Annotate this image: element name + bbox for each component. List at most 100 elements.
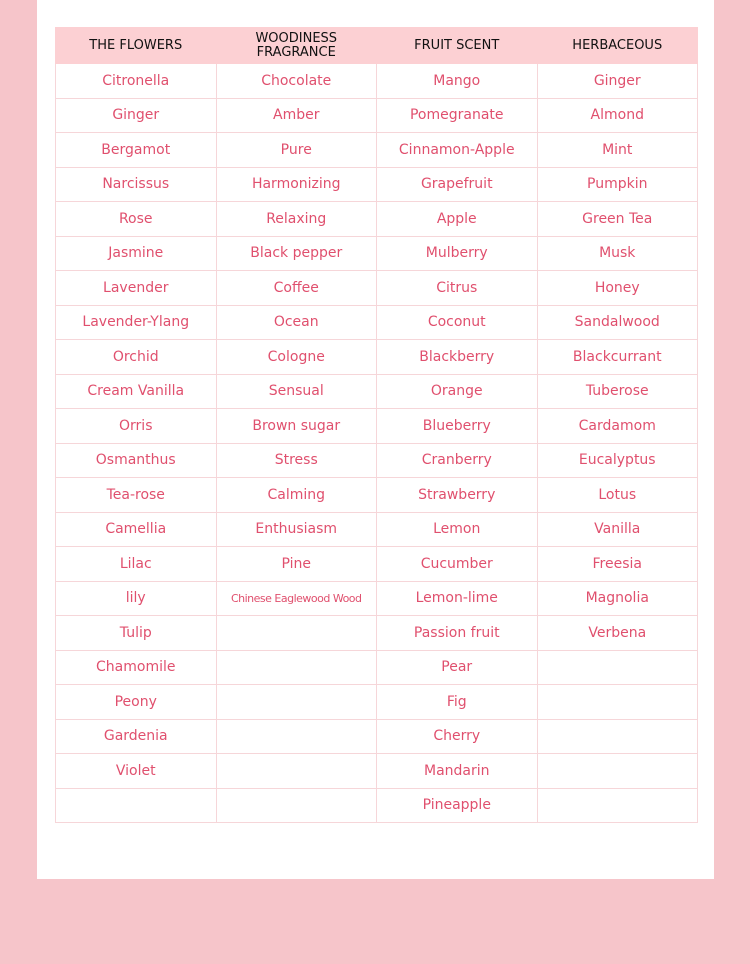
table-cell: Ginger: [536, 63, 698, 99]
table-cell: Harmonizing: [215, 166, 377, 202]
table-cell: [536, 684, 698, 720]
table-cell: Strawberry: [376, 477, 538, 513]
column-header: HERBACEOUS: [536, 27, 698, 64]
table-cell: Calming: [215, 477, 377, 513]
table-cell: Brown sugar: [215, 408, 377, 444]
table-cell: Apple: [376, 201, 538, 237]
table-cell: Cucumber: [376, 546, 538, 582]
table-row: Rose Relaxing Apple Green Tea: [55, 201, 698, 237]
table-cell: [215, 684, 377, 720]
table-row: Tea-rose Calming Strawberry Lotus: [55, 477, 698, 513]
column-header: FRUIT SCENT: [376, 27, 538, 64]
table-cell: Verbena: [536, 615, 698, 651]
table-cell: Stress: [215, 442, 377, 478]
table-cell: lily: [55, 580, 217, 616]
table-cell: Ginger: [55, 97, 217, 133]
table-cell: Blueberry: [376, 408, 538, 444]
table-cell: Cologne: [215, 339, 377, 375]
table-row: Osmanthus Stress Cranberry Eucalyptus: [55, 442, 698, 478]
table-cell: [536, 787, 698, 823]
table-cell: Blackcurrant: [536, 339, 698, 375]
table-cell: Pumpkin: [536, 166, 698, 202]
table-cell: Almond: [536, 97, 698, 133]
table-cell: Orange: [376, 373, 538, 409]
column-header: WOODINESS FRAGRANCE: [215, 27, 377, 64]
table-cell: Pine: [215, 546, 377, 582]
table-cell: Camellia: [55, 511, 217, 547]
table-cell: Mango: [376, 63, 538, 99]
table-row: Gardenia Cherry: [55, 718, 698, 754]
table-cell: Violet: [55, 753, 217, 789]
table-cell: Lavender: [55, 270, 217, 306]
table-row: Orchid Cologne Blackberry Blackcurrant: [55, 339, 698, 375]
table-cell: Pear: [376, 649, 538, 685]
table-row: Camellia Enthusiasm Lemon Vanilla: [55, 511, 698, 547]
table-row: Lilac Pine Cucumber Freesia: [55, 546, 698, 582]
table-cell: Cranberry: [376, 442, 538, 478]
header-row: THE FLOWERS WOODINESS FRAGRANCE FRUIT SCEN…: [55, 27, 698, 64]
column-header: THE FLOWERS: [55, 27, 217, 64]
table-row: Violet Mandarin: [55, 753, 698, 789]
table-cell: [55, 787, 217, 823]
table-cell: Cinnamon-Apple: [376, 132, 538, 168]
table-cell: Chocolate: [215, 63, 377, 99]
table-cell: Citrus: [376, 270, 538, 306]
table-cell: Green Tea: [536, 201, 698, 237]
table-cell: Narcissus: [55, 166, 217, 202]
table-cell: Cherry: [376, 718, 538, 754]
table-cell: [536, 649, 698, 685]
table-row: Narcissus Harmonizing Grapefruit Pumpkin: [55, 166, 698, 202]
table-cell: Ocean: [215, 304, 377, 340]
table-row: Tulip Passion fruit Verbena: [55, 615, 698, 651]
table-cell: Amber: [215, 97, 377, 133]
table-cell: Bergamot: [55, 132, 217, 168]
table-cell: Orris: [55, 408, 217, 444]
table-cell: Pomegranate: [376, 97, 538, 133]
table-cell: Black pepper: [215, 235, 377, 271]
table-cell: Gardenia: [55, 718, 217, 754]
table-cell: Tulip: [55, 615, 217, 651]
table-cell: Coffee: [215, 270, 377, 306]
table-cell: Musk: [536, 235, 698, 271]
table-cell: Cream Vanilla: [55, 373, 217, 409]
table-cell: Grapefruit: [376, 166, 538, 202]
table-row: Ginger Amber Pomegranate Almond: [55, 97, 698, 133]
table-cell: Lemon: [376, 511, 538, 547]
table-cell: Sensual: [215, 373, 377, 409]
table-row: Bergamot Pure Cinnamon-Apple Mint: [55, 132, 698, 168]
table-row: Lavender-Ylang Ocean Coconut Sandalwood: [55, 304, 698, 340]
table-cell: [215, 753, 377, 789]
table-row: lily Chinese Eaglewood Wood Lemon-lime Magn…: [55, 580, 698, 616]
table-cell: Chamomile: [55, 649, 217, 685]
table-cell: Sandalwood: [536, 304, 698, 340]
table-cell: Relaxing: [215, 201, 377, 237]
table-cell: Chinese Eaglewood Wood: [215, 580, 377, 616]
table-row: Jasmine Black pepper Mulberry Musk: [55, 235, 698, 271]
table-cell: Lilac: [55, 546, 217, 582]
table-cell: Vanilla: [536, 511, 698, 547]
table-cell: Lotus: [536, 477, 698, 513]
table-cell: Peony: [55, 684, 217, 720]
table-cell: Cardamom: [536, 408, 698, 444]
table-cell: Blackberry: [376, 339, 538, 375]
content-panel: THE FLOWERS WOODINESS FRAGRANCE FRUIT SCEN…: [37, 0, 714, 879]
table-cell: Eucalyptus: [536, 442, 698, 478]
table-cell: Mandarin: [376, 753, 538, 789]
table-cell: Freesia: [536, 546, 698, 582]
table-cell: [215, 787, 377, 823]
table-cell: Mulberry: [376, 235, 538, 271]
table-cell: [215, 649, 377, 685]
table-cell: [215, 615, 377, 651]
table-cell: Lemon-lime: [376, 580, 538, 616]
table-cell: [536, 753, 698, 789]
fragrance-table: THE FLOWERS WOODINESS FRAGRANCE FRUIT SCEN…: [55, 27, 698, 823]
table-cell: Citronella: [55, 63, 217, 99]
table-cell: Mint: [536, 132, 698, 168]
table-row: Chamomile Pear: [55, 649, 698, 685]
table-row: Peony Fig: [55, 684, 698, 720]
table-cell: Rose: [55, 201, 217, 237]
table-row: Orris Brown sugar Blueberry Cardamom: [55, 408, 698, 444]
table-cell: Orchid: [55, 339, 217, 375]
table-row: Lavender Coffee Citrus Honey: [55, 270, 698, 306]
table-cell: Fig: [376, 684, 538, 720]
